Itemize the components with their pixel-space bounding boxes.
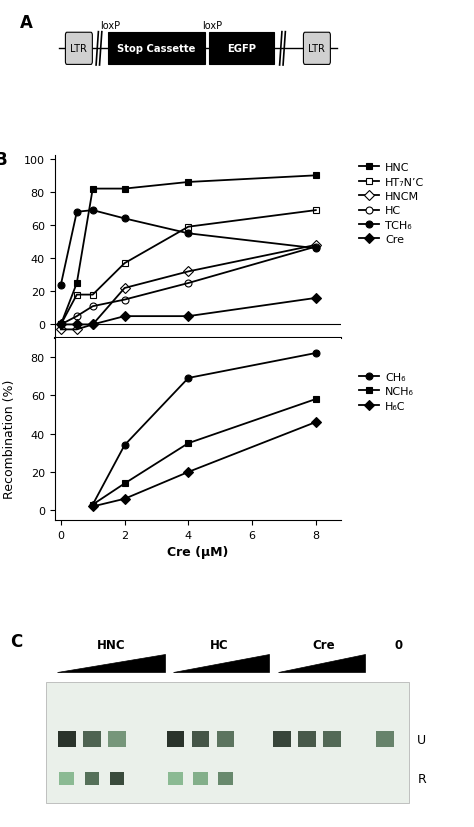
- Bar: [109, 772, 125, 785]
- Legend: CH₆, NCH₆, H₆C: CH₆, NCH₆, H₆C: [358, 371, 415, 412]
- Bar: [58, 731, 76, 748]
- Text: Stop Cassette: Stop Cassette: [117, 45, 195, 55]
- Text: LTR: LTR: [309, 45, 325, 55]
- Polygon shape: [278, 654, 365, 672]
- Text: A: A: [20, 13, 33, 31]
- Bar: [193, 772, 208, 785]
- Bar: [217, 731, 234, 748]
- Bar: [46, 682, 409, 803]
- Text: U: U: [417, 733, 427, 746]
- Bar: [108, 731, 126, 748]
- Bar: [84, 772, 100, 785]
- Text: loxP: loxP: [100, 22, 120, 31]
- Bar: [191, 731, 209, 748]
- Bar: [376, 731, 394, 748]
- FancyBboxPatch shape: [303, 33, 330, 65]
- Legend: HNC, HT₇N’C, HNCM, HC, TCH₆, Cre: HNC, HT₇N’C, HNCM, HC, TCH₆, Cre: [358, 162, 425, 246]
- Text: R: R: [417, 772, 426, 785]
- Bar: [323, 731, 340, 748]
- FancyBboxPatch shape: [65, 33, 92, 65]
- Text: LTR: LTR: [71, 45, 87, 55]
- Bar: [59, 772, 74, 785]
- Bar: [298, 731, 316, 748]
- Text: Recombination (%): Recombination (%): [3, 379, 16, 498]
- Bar: [108, 33, 205, 65]
- Text: EGFP: EGFP: [227, 45, 256, 55]
- Bar: [273, 731, 291, 748]
- Bar: [218, 772, 233, 785]
- Bar: [167, 731, 184, 748]
- Text: HNC: HNC: [96, 638, 125, 651]
- Polygon shape: [173, 654, 269, 672]
- Polygon shape: [56, 654, 165, 672]
- Text: Cre: Cre: [312, 638, 335, 651]
- X-axis label: Cre (μM): Cre (μM): [167, 546, 228, 558]
- Bar: [210, 33, 274, 65]
- Bar: [83, 731, 100, 748]
- Text: C: C: [10, 633, 23, 651]
- Bar: [168, 772, 183, 785]
- Text: 0: 0: [394, 638, 402, 651]
- Text: loxP: loxP: [202, 22, 222, 31]
- Text: B: B: [0, 151, 7, 169]
- Text: HC: HC: [210, 638, 228, 651]
